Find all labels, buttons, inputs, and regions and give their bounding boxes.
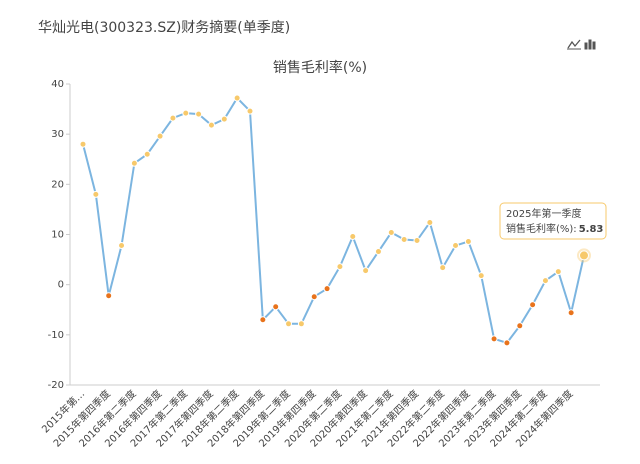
point xyxy=(387,228,395,236)
point xyxy=(503,339,511,347)
tooltip-value: 5.83 xyxy=(579,224,604,235)
point xyxy=(452,242,460,250)
point xyxy=(182,109,190,117)
point xyxy=(169,114,177,122)
y-tick-label: -10 xyxy=(48,330,64,341)
point xyxy=(220,115,228,123)
tooltip-title: 2025年第一季度 xyxy=(506,207,581,220)
y-tick-label: 20 xyxy=(51,179,64,190)
y-tick-label: 10 xyxy=(51,230,64,241)
bar-icon xyxy=(588,39,592,50)
point xyxy=(362,267,370,275)
point xyxy=(105,292,113,300)
y-tick-label: 40 xyxy=(51,79,64,90)
chart-type-icons[interactable] xyxy=(567,39,596,50)
y-tick-label: 30 xyxy=(51,129,64,140)
series-line xyxy=(82,96,585,345)
point xyxy=(156,132,164,140)
point xyxy=(579,250,589,261)
point xyxy=(439,264,447,272)
point xyxy=(567,309,575,317)
point xyxy=(529,301,537,309)
point xyxy=(490,335,498,343)
point xyxy=(285,320,293,328)
page-title: 华灿光电(300323.SZ)财务摘要(单季度) xyxy=(38,19,290,36)
chart-title: 销售毛利率(%) xyxy=(273,59,367,76)
point xyxy=(310,293,318,301)
tooltip-label: 销售毛利率(%): xyxy=(506,222,577,235)
point xyxy=(426,218,434,226)
point xyxy=(541,277,549,285)
point xyxy=(477,272,485,280)
point xyxy=(143,150,151,158)
point xyxy=(400,236,408,244)
bar-icon xyxy=(592,41,596,50)
point xyxy=(207,121,215,129)
point xyxy=(130,159,138,167)
point xyxy=(374,248,382,256)
point xyxy=(554,268,562,276)
point xyxy=(233,94,241,102)
tooltip-box xyxy=(499,202,607,240)
point xyxy=(118,242,126,250)
point xyxy=(413,237,421,245)
point xyxy=(516,322,524,330)
point xyxy=(272,303,280,311)
point xyxy=(195,110,203,118)
point xyxy=(336,263,344,271)
point xyxy=(92,190,100,198)
point xyxy=(259,316,267,324)
point xyxy=(297,320,305,328)
point xyxy=(464,238,472,246)
y-tick-label: -20 xyxy=(48,380,64,391)
point xyxy=(349,233,357,241)
line-icon[interactable] xyxy=(567,39,581,49)
bar-icon[interactable] xyxy=(584,42,588,50)
point xyxy=(79,140,87,148)
point xyxy=(246,107,254,115)
point xyxy=(323,285,331,293)
y-tick-label: 0 xyxy=(58,280,64,291)
